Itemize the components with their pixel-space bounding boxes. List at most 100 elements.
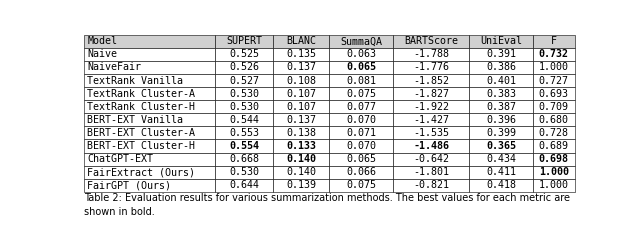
Bar — [329, 179, 393, 192]
Text: 0.075: 0.075 — [346, 89, 376, 99]
Text: FairExtract (Ours): FairExtract (Ours) — [88, 167, 195, 177]
Bar — [469, 61, 533, 74]
Bar — [533, 166, 575, 179]
Text: 0.554: 0.554 — [229, 141, 259, 151]
Bar — [273, 48, 329, 61]
Bar — [215, 139, 273, 153]
Text: 0.727: 0.727 — [539, 75, 569, 85]
Text: 1.000: 1.000 — [539, 167, 569, 177]
Bar — [329, 100, 393, 113]
Bar — [329, 166, 393, 179]
Bar — [84, 166, 215, 179]
Bar — [215, 166, 273, 179]
Bar — [273, 100, 329, 113]
Bar — [469, 74, 533, 87]
Bar — [393, 35, 469, 48]
Bar — [469, 113, 533, 126]
Bar — [215, 179, 273, 192]
Text: 0.063: 0.063 — [346, 49, 376, 59]
Bar — [469, 153, 533, 166]
Text: 0.689: 0.689 — [539, 141, 569, 151]
Text: Model: Model — [88, 36, 118, 46]
Text: 0.709: 0.709 — [539, 102, 569, 112]
Bar — [393, 74, 469, 87]
Bar — [215, 87, 273, 100]
Text: -0.821: -0.821 — [413, 180, 449, 190]
Text: -1.486: -1.486 — [413, 141, 449, 151]
Bar — [84, 126, 215, 139]
Text: -1.852: -1.852 — [413, 75, 449, 85]
Bar — [469, 166, 533, 179]
Text: 0.140: 0.140 — [286, 154, 316, 164]
Text: 0.644: 0.644 — [229, 180, 259, 190]
Bar — [84, 113, 215, 126]
Bar — [393, 87, 469, 100]
Text: 0.137: 0.137 — [286, 62, 316, 72]
Text: BERT-EXT Cluster-H: BERT-EXT Cluster-H — [88, 141, 195, 151]
Text: 0.081: 0.081 — [346, 75, 376, 85]
Text: 0.107: 0.107 — [286, 89, 316, 99]
Text: 0.139: 0.139 — [286, 180, 316, 190]
Bar — [215, 35, 273, 48]
Bar — [273, 153, 329, 166]
Bar — [533, 126, 575, 139]
Text: -1.827: -1.827 — [413, 89, 449, 99]
Text: 0.133: 0.133 — [286, 141, 316, 151]
Bar — [215, 74, 273, 87]
Bar — [533, 61, 575, 74]
Text: BLANC: BLANC — [286, 36, 316, 46]
Bar — [84, 35, 215, 48]
Bar — [329, 113, 393, 126]
Text: 0.108: 0.108 — [286, 75, 316, 85]
Text: 0.401: 0.401 — [486, 75, 516, 85]
Text: 0.525: 0.525 — [229, 49, 259, 59]
Text: 0.526: 0.526 — [229, 62, 259, 72]
Text: 0.411: 0.411 — [486, 167, 516, 177]
Bar — [273, 179, 329, 192]
Text: TextRank Vanilla: TextRank Vanilla — [88, 75, 184, 85]
Text: 0.065: 0.065 — [346, 154, 376, 164]
Text: 0.530: 0.530 — [229, 89, 259, 99]
Bar — [273, 113, 329, 126]
Bar — [393, 139, 469, 153]
Bar — [469, 48, 533, 61]
Text: -1.427: -1.427 — [413, 115, 449, 125]
Bar — [393, 153, 469, 166]
Bar — [393, 113, 469, 126]
Bar — [393, 126, 469, 139]
Text: 0.527: 0.527 — [229, 75, 259, 85]
Text: TextRank Cluster-H: TextRank Cluster-H — [88, 102, 195, 112]
Bar — [84, 153, 215, 166]
Text: 0.107: 0.107 — [286, 102, 316, 112]
Text: BARTScore: BARTScore — [404, 36, 458, 46]
Text: 0.434: 0.434 — [486, 154, 516, 164]
Bar — [329, 139, 393, 153]
Text: 0.070: 0.070 — [346, 115, 376, 125]
Text: UniEval: UniEval — [480, 36, 522, 46]
Text: 0.140: 0.140 — [286, 167, 316, 177]
Text: 0.418: 0.418 — [486, 180, 516, 190]
Bar — [533, 153, 575, 166]
Text: NaiveFair: NaiveFair — [88, 62, 141, 72]
Text: -1.801: -1.801 — [413, 167, 449, 177]
Bar — [533, 179, 575, 192]
Bar — [84, 87, 215, 100]
Bar — [469, 126, 533, 139]
Text: 0.668: 0.668 — [229, 154, 259, 164]
Text: 0.728: 0.728 — [539, 128, 569, 138]
Bar — [533, 35, 575, 48]
Bar — [329, 153, 393, 166]
Bar — [469, 35, 533, 48]
Text: 0.399: 0.399 — [486, 128, 516, 138]
Text: 0.530: 0.530 — [229, 167, 259, 177]
Bar — [215, 48, 273, 61]
Text: shown in bold.: shown in bold. — [84, 207, 155, 217]
Text: BERT-EXT Vanilla: BERT-EXT Vanilla — [88, 115, 184, 125]
Bar — [393, 179, 469, 192]
Text: 0.544: 0.544 — [229, 115, 259, 125]
Text: Table 2: Evaluation results for various summarization methods. The best values f: Table 2: Evaluation results for various … — [84, 193, 570, 203]
Bar — [533, 87, 575, 100]
Bar — [273, 35, 329, 48]
Bar — [329, 126, 393, 139]
Text: 0.365: 0.365 — [486, 141, 516, 151]
